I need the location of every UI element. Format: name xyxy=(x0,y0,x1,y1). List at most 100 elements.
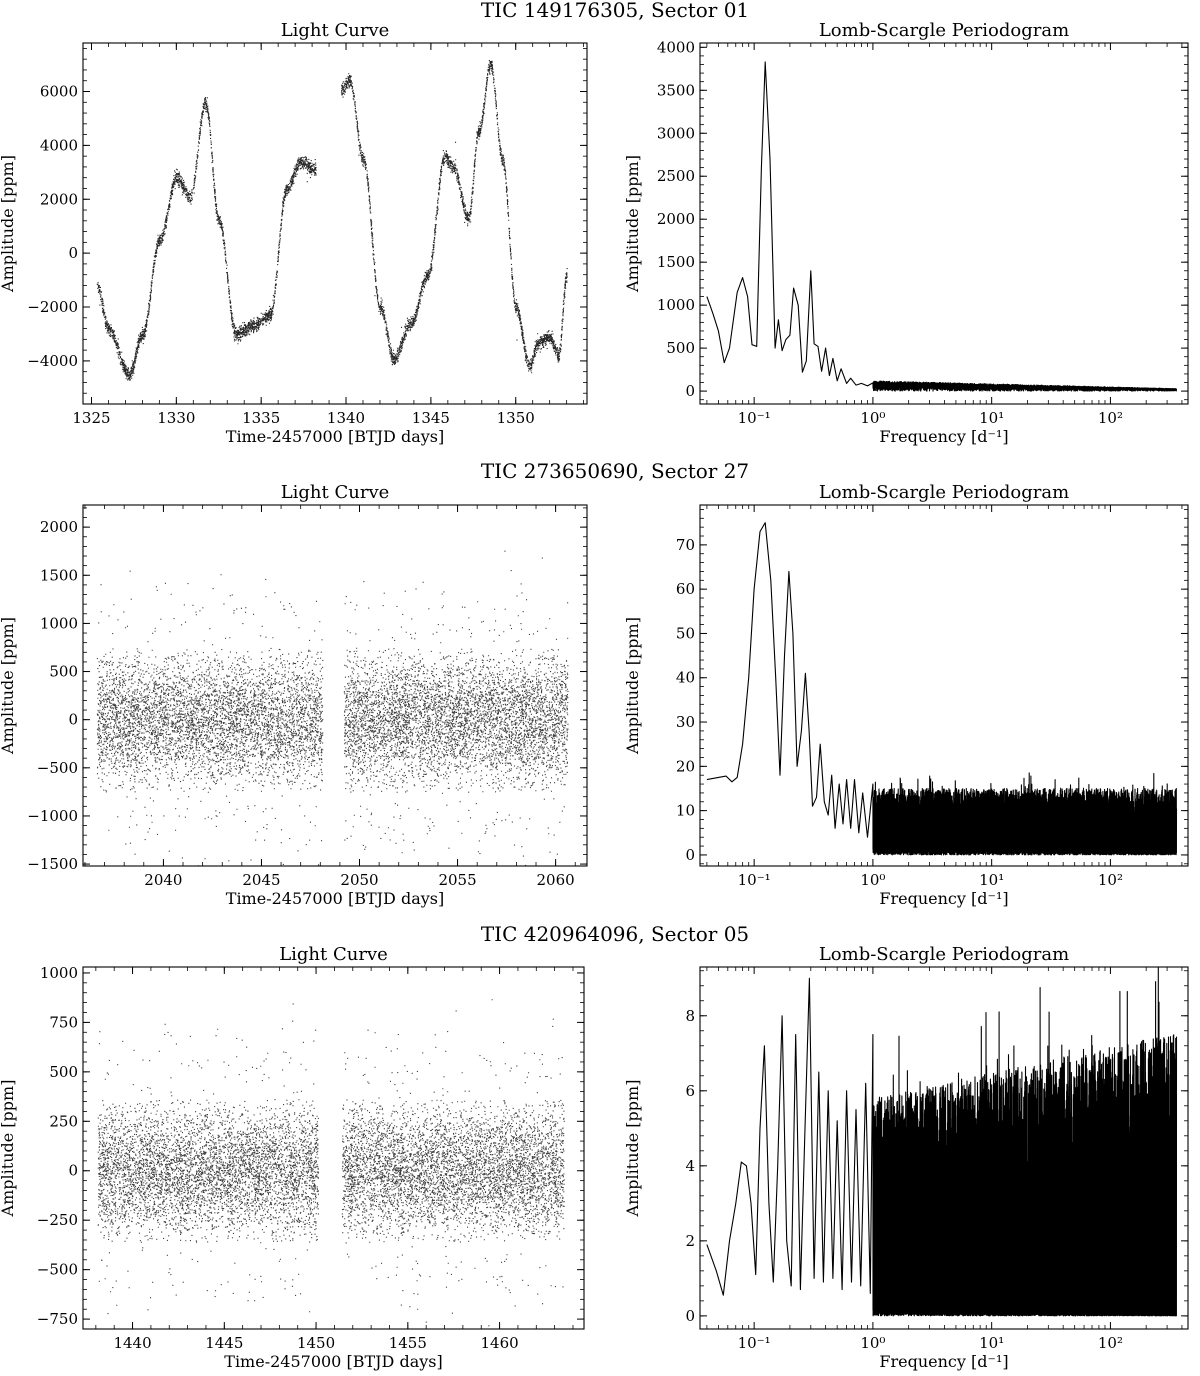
row-title-1: TIC 149176305, Sector 01 xyxy=(481,0,749,22)
light-curve-1-ytick-label: 0 xyxy=(68,244,78,262)
light-curve-2-ytick-label: 2000 xyxy=(40,518,78,536)
periodogram-2-ytick-label: 40 xyxy=(676,669,695,687)
light-curve-3-ytick-label: 500 xyxy=(49,1063,78,1081)
light-curve-1-xtick-label: 1350 xyxy=(497,409,535,427)
light-curve-2-xtick-label: 2055 xyxy=(438,871,476,889)
periodogram-2-series-line xyxy=(706,522,1178,856)
periodogram-2-ylabel: Amplitude [ppm] xyxy=(623,617,642,755)
light-curve-3-major-ticks xyxy=(83,967,584,1329)
light-curve-2-xtick-label: 2050 xyxy=(340,871,378,889)
light-curve-1-xtick-label: 1325 xyxy=(72,409,110,427)
periodogram-3-xtick-label: 10¹ xyxy=(979,1334,1004,1352)
light-curve-2-xtick-label: 2060 xyxy=(537,871,575,889)
light-curve-3: Light Curve 1440 1445 1450 1455 1460 −750 −500 −… xyxy=(0,944,585,1371)
light-curve-3-ytick-label: −750 xyxy=(37,1310,78,1328)
periodogram-3-xtick-label: 10⁰ xyxy=(860,1334,885,1352)
periodogram-3-ytick-label: 8 xyxy=(685,1007,695,1025)
light-curve-3-ylabel: Amplitude [ppm] xyxy=(0,1080,17,1218)
periodogram-3-ylabel: Amplitude [ppm] xyxy=(623,1080,642,1218)
periodogram-3: Lomb-Scargle Periodogram 10⁻¹ 10⁰ 10¹ 10² 0 2 4… xyxy=(623,944,1189,1371)
periodogram-1-ytick-label: 0 xyxy=(685,382,695,400)
periodogram-1-minor-ticks xyxy=(700,43,1188,404)
periodogram-1-frame xyxy=(699,42,1189,405)
light-curve-1-title: Light Curve xyxy=(281,20,390,41)
periodogram-3-series-line xyxy=(706,967,1178,1317)
periodogram-2-ytick-label: 10 xyxy=(676,802,695,820)
periodogram-3-xtick-label: 10² xyxy=(1098,1334,1123,1352)
periodogram-2-ytick-label: 60 xyxy=(676,580,695,598)
light-curve-3-ytick-label: 750 xyxy=(49,1013,78,1031)
light-curve-1-frame xyxy=(82,42,588,405)
light-curve-2-frame xyxy=(82,504,588,867)
light-curve-3-data-points xyxy=(97,999,565,1327)
light-curve-3-ytick-label: −500 xyxy=(37,1261,78,1279)
periodogram-2-xtick-label: 10¹ xyxy=(979,871,1004,889)
light-curve-2-ytick-label: 1000 xyxy=(40,614,78,632)
light-curve-1-ytick-label: −2000 xyxy=(27,298,78,316)
periodogram-1-xtick-label: 10⁻¹ xyxy=(738,409,771,427)
periodogram-1-series-line xyxy=(706,61,1178,392)
light-curve-3-ytick-label: 1000 xyxy=(40,964,78,982)
light-curve-3-frame xyxy=(82,966,585,1330)
periodogram-2-ytick-label: 0 xyxy=(685,846,695,864)
periodogram-3-title: Lomb-Scargle Periodogram xyxy=(819,944,1069,965)
light-curve-1: Light Curve 1325 1330 1335 1340 1345 1350 −4000… xyxy=(0,20,588,446)
periodogram-3-major-ticks xyxy=(700,967,1188,1329)
periodogram-2-ytick-label: 30 xyxy=(676,713,695,731)
periodogram-1-ytick-label: 500 xyxy=(666,339,695,357)
periodogram-2-xtick-label: 10² xyxy=(1098,871,1123,889)
periodogram-2-major-ticks xyxy=(700,505,1188,866)
periodogram-1-ylabel: Amplitude [ppm] xyxy=(623,155,642,293)
periodogram-1-xtick-label: 10¹ xyxy=(979,409,1004,427)
periodogram-2-ytick-label: 70 xyxy=(676,536,695,554)
row-title-3: TIC 420964096, Sector 05 xyxy=(481,922,749,946)
periodogram-2-frame xyxy=(699,504,1189,867)
periodogram-2-title: Lomb-Scargle Periodogram xyxy=(819,482,1069,503)
light-curve-1-ylabel: Amplitude [ppm] xyxy=(0,155,17,293)
light-curve-2-xlabel: Time-2457000 [BTJD days] xyxy=(226,889,444,908)
light-curve-1-ytick-label: 4000 xyxy=(40,136,78,154)
light-curve-1-xtick-label: 1345 xyxy=(412,409,450,427)
periodogram-2-ytick-label: 20 xyxy=(676,757,695,775)
periodogram-1-ytick-label: 2500 xyxy=(657,167,695,185)
periodogram-3-ytick-label: 4 xyxy=(685,1157,695,1175)
light-curve-1-ytick-label: 2000 xyxy=(40,190,78,208)
light-curve-2-ylabel: Amplitude [ppm] xyxy=(0,617,17,755)
periodogram-1: Lomb-Scargle Periodogram 10⁻¹ 10⁰ 10¹ 10² 0 50… xyxy=(623,20,1189,446)
light-curve-2-ytick-label: 500 xyxy=(49,663,78,681)
light-curve-2-ytick-label: −1500 xyxy=(27,855,78,873)
periodogram-1-xtick-label: 10² xyxy=(1098,409,1123,427)
periodogram-1-ytick-label: 1500 xyxy=(657,253,695,271)
light-curve-1-xtick-label: 1330 xyxy=(157,409,195,427)
periodogram-1-ytick-label: 2000 xyxy=(657,210,695,228)
periodogram-1-ytick-label: 1000 xyxy=(657,296,695,314)
light-curve-2-ytick-label: 0 xyxy=(68,711,78,729)
periodogram-1-major-ticks xyxy=(700,43,1188,404)
periodogram-3-frame xyxy=(699,966,1189,1330)
periodogram-1-ytick-label: 3500 xyxy=(657,81,695,99)
periodogram-1-title: Lomb-Scargle Periodogram xyxy=(819,20,1069,41)
light-curve-3-xtick-label: 1445 xyxy=(205,1334,243,1352)
light-curve-3-minor-ticks xyxy=(83,967,584,1330)
light-curve-2-data-points xyxy=(96,550,569,866)
light-curve-2-ytick-label: 1500 xyxy=(40,566,78,584)
periodogram-1-xtick-label: 10⁰ xyxy=(860,409,885,427)
row-title-2: TIC 273650690, Sector 27 xyxy=(481,459,749,483)
light-curve-2-major-ticks xyxy=(83,505,587,866)
periodogram-1-xlabel: Frequency [d⁻¹] xyxy=(879,427,1008,446)
light-curve-2-xtick-label: 2040 xyxy=(144,871,182,889)
light-curve-3-ytick-label: −250 xyxy=(37,1211,78,1229)
periodogram-2-xtick-label: 10⁰ xyxy=(860,871,885,889)
light-curve-2-ytick-label: −500 xyxy=(37,759,78,777)
light-curve-3-ytick-label: 0 xyxy=(68,1162,78,1180)
periodogram-2-ytick-label: 50 xyxy=(676,624,695,642)
periodogram-2: Lomb-Scargle Periodogram 10⁻¹ 10⁰ 10¹ 10² 0 10… xyxy=(623,482,1189,908)
light-curve-3-xtick-label: 1455 xyxy=(389,1334,427,1352)
periodogram-3-xtick-label: 10⁻¹ xyxy=(738,1334,771,1352)
light-curve-3-xtick-label: 1450 xyxy=(297,1334,335,1352)
light-curve-1-data-points xyxy=(96,60,568,381)
periodogram-3-ytick-label: 0 xyxy=(685,1307,695,1325)
light-curve-1-ytick-label: −4000 xyxy=(27,352,78,370)
light-curve-3-xtick-label: 1460 xyxy=(480,1334,518,1352)
